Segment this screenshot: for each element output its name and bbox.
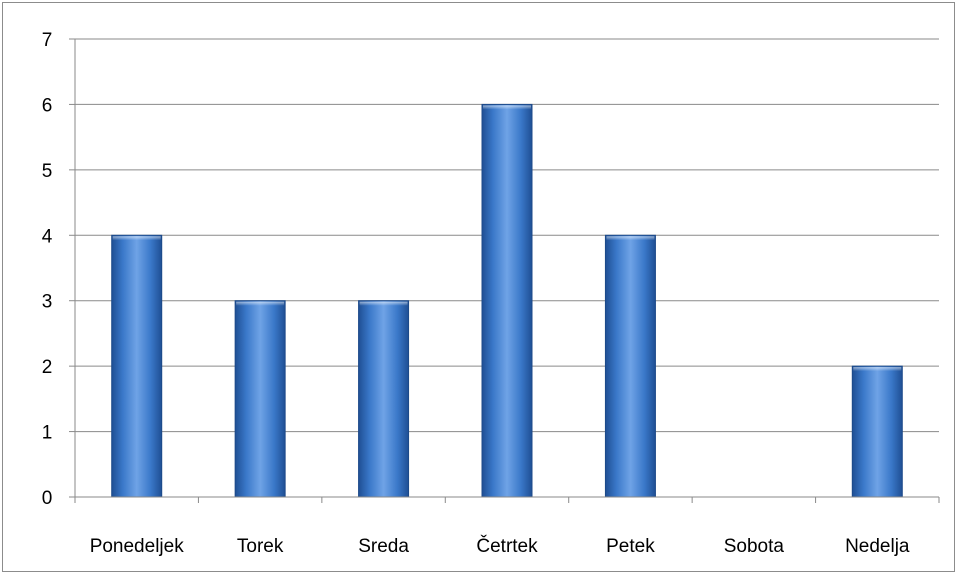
bar-nedelja xyxy=(851,365,903,498)
bar-chart: 0 1 2 3 4 5 6 7 Ponedeljek Torek Sreda Četrtek Pete… xyxy=(42,30,940,557)
bar-body xyxy=(481,103,533,498)
bar-body xyxy=(111,234,163,498)
x-tick-label: Petek xyxy=(606,536,655,557)
y-axis-tick-labels: 0 1 2 3 4 5 6 7 xyxy=(42,30,53,509)
bar-highlight xyxy=(853,367,902,372)
y-tick-label: 1 xyxy=(42,423,53,444)
y-tick-label: 2 xyxy=(42,357,53,378)
y-tick-label: 7 xyxy=(42,30,53,51)
bar-četrtek xyxy=(481,103,533,498)
y-tick-label: 5 xyxy=(42,161,53,182)
bar-highlight xyxy=(112,236,161,241)
x-tick-label: Ponedeljek xyxy=(90,536,185,557)
bar-sreda xyxy=(358,300,410,498)
x-tick-label: Sobota xyxy=(724,536,785,557)
y-tick-label: 4 xyxy=(42,226,53,247)
bar-highlight xyxy=(606,236,655,241)
y-tick-label: 0 xyxy=(42,488,53,509)
bar-petek xyxy=(604,234,656,498)
bar-highlight xyxy=(483,105,531,110)
x-tick-label: Nedelja xyxy=(845,536,910,557)
x-axis xyxy=(74,39,940,503)
bars xyxy=(111,103,903,498)
y-tick-label: 3 xyxy=(42,292,53,313)
x-tick-label: Torek xyxy=(237,536,284,557)
bar-highlight xyxy=(236,301,285,306)
bar-body xyxy=(234,300,286,498)
bar-ponedeljek xyxy=(111,234,163,498)
x-tick-label: Četrtek xyxy=(476,535,538,557)
bar-torek xyxy=(234,300,286,498)
y-tick-label: 6 xyxy=(42,95,53,116)
bar-body xyxy=(851,365,903,498)
bar-body xyxy=(358,300,410,498)
bar-highlight xyxy=(359,301,408,306)
x-tick-label: Sreda xyxy=(358,536,409,557)
x-axis-tick-labels: Ponedeljek Torek Sreda Četrtek Petek Sobota Ne… xyxy=(90,535,910,557)
bar-body xyxy=(604,234,656,498)
